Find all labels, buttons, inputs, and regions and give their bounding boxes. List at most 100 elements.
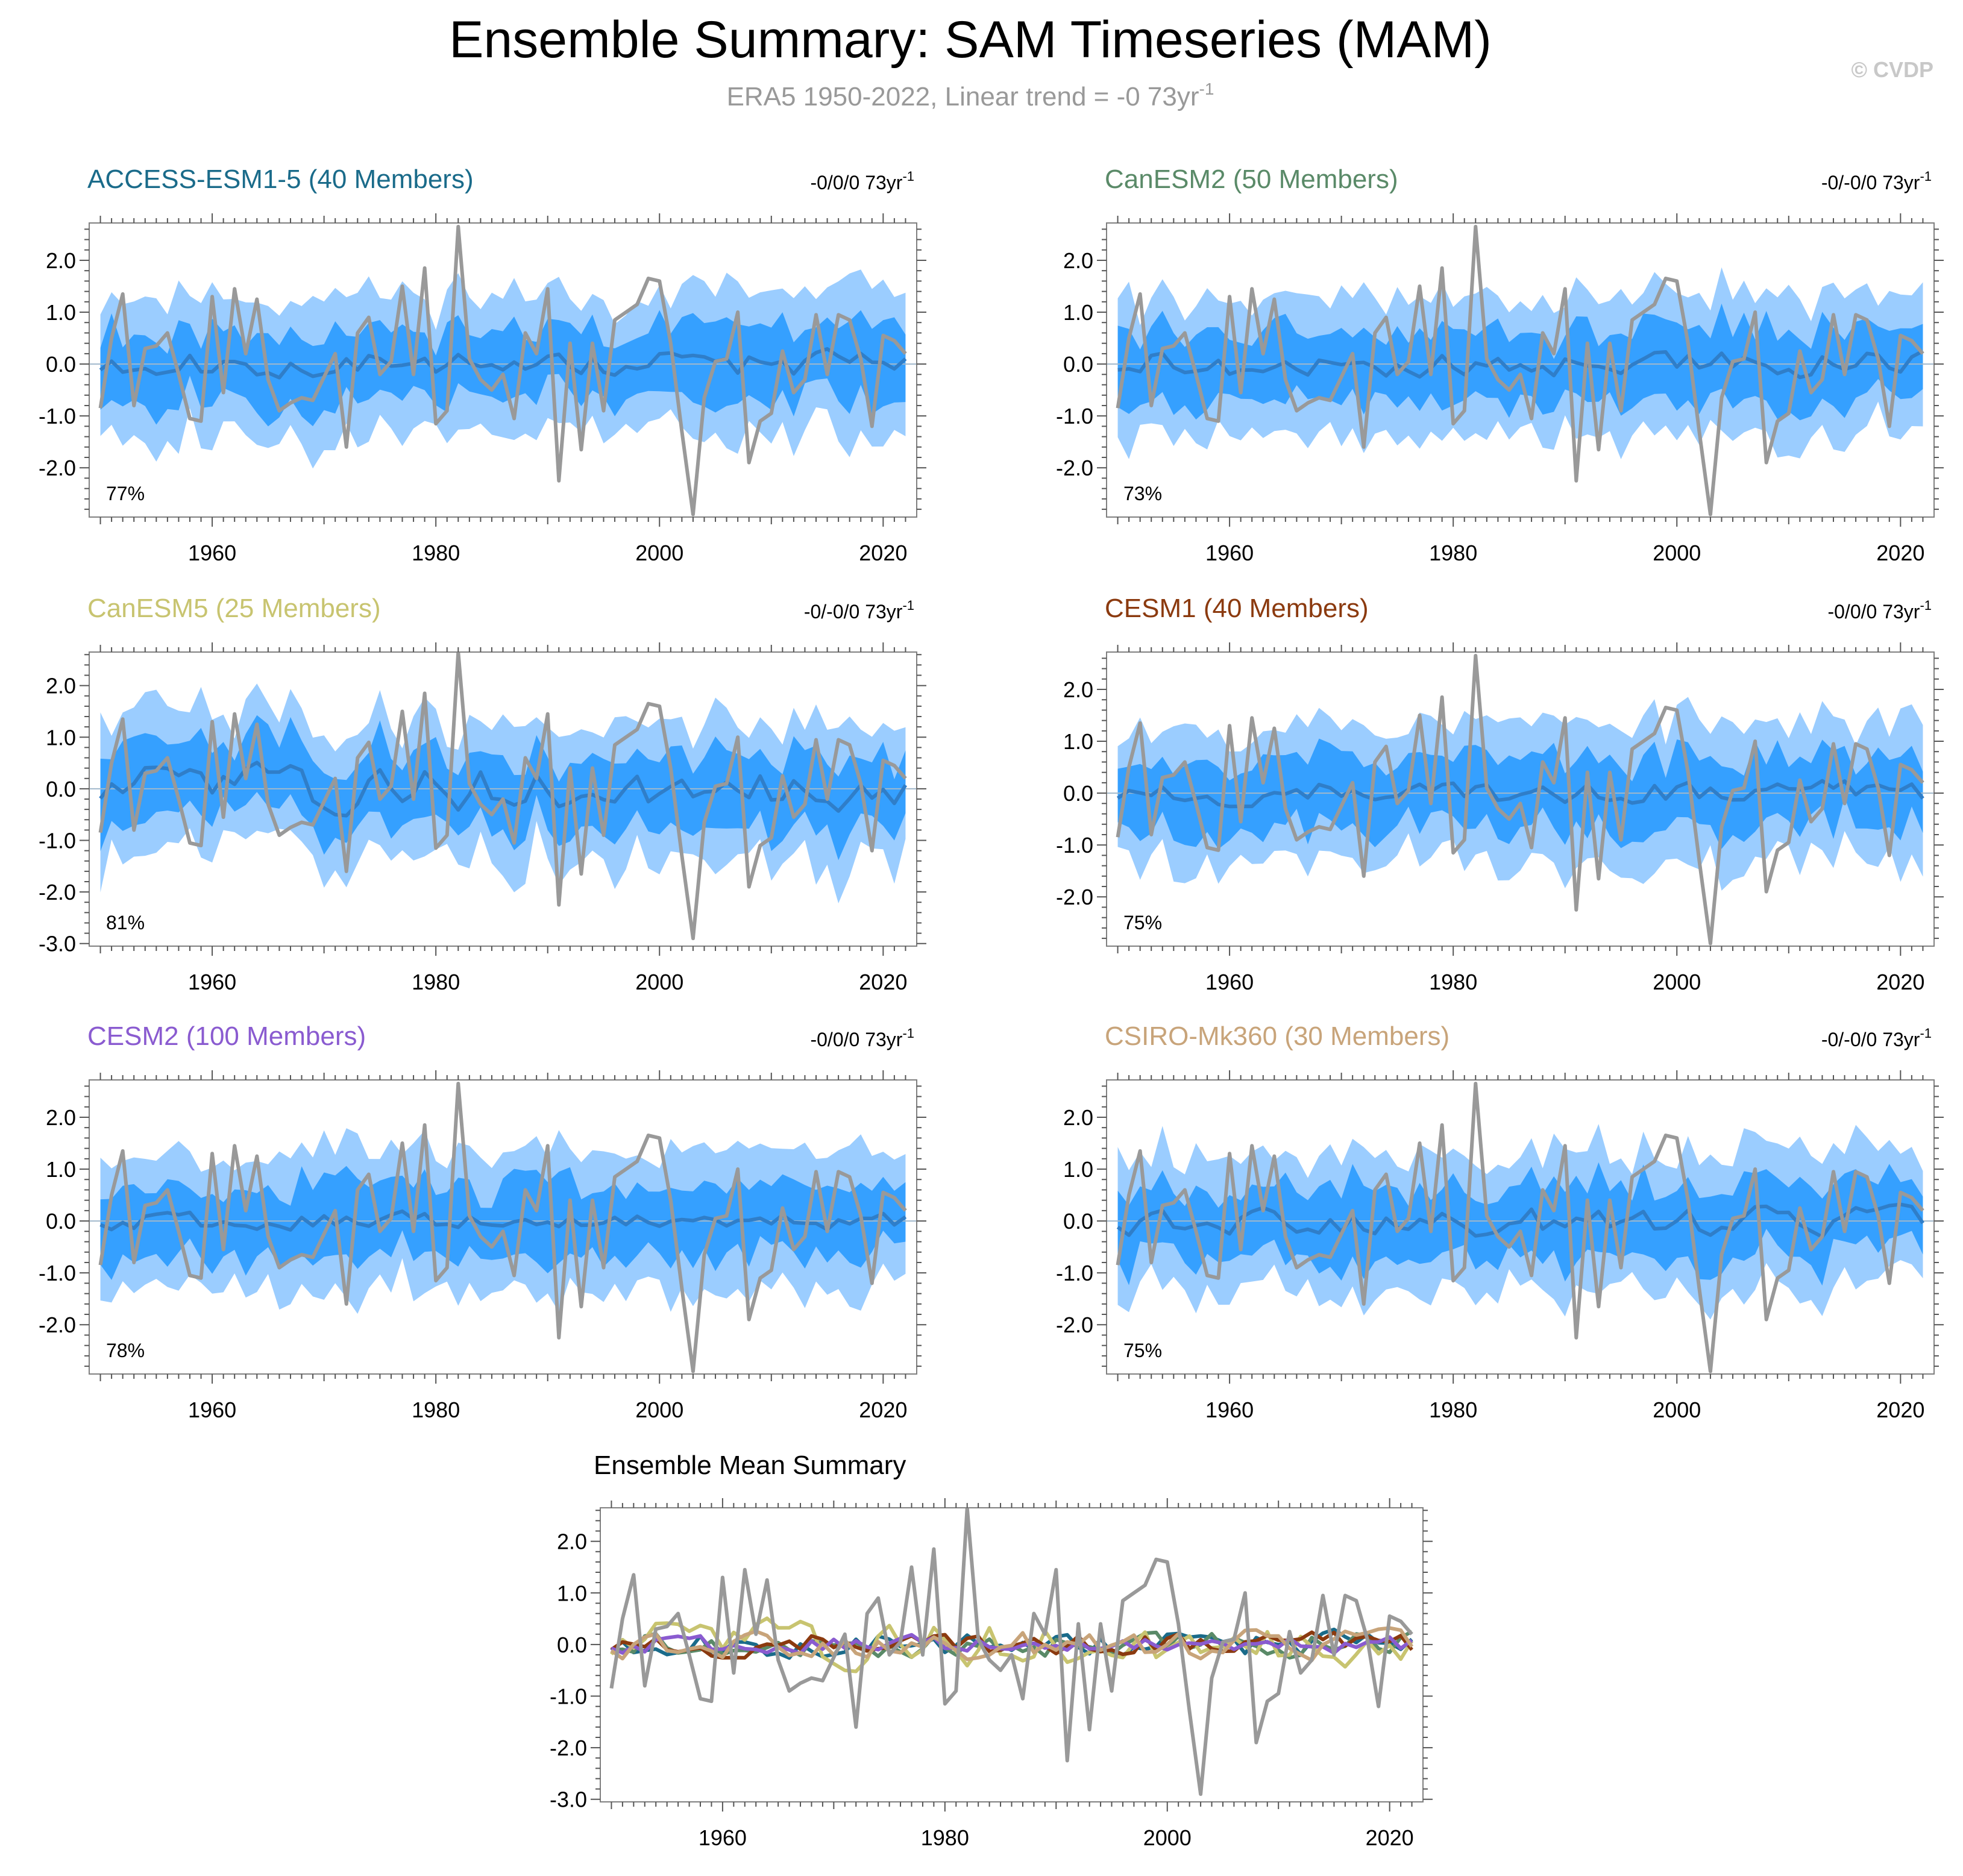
y-tick-label: 2.0 bbox=[1063, 677, 1093, 702]
panel-7: 1960 1980 2000 2020 2.0 1.0 0.0 -1.0 -2.0 -3.0 Ens… bbox=[550, 1451, 1433, 1850]
trend-label: -0/-0/0 73yr-1 bbox=[1821, 1026, 1932, 1050]
percent-label: 75% bbox=[1123, 1340, 1162, 1361]
x-tick-label: 1960 bbox=[699, 1825, 747, 1850]
observed-line bbox=[609, 1508, 1413, 1796]
y-tick-label: -2.0 bbox=[1056, 456, 1093, 480]
plot-area bbox=[609, 1508, 1414, 1796]
panel-1: 1960 1980 2000 2020 2.0 1.0 0.0 -1.0 -2.0 ACCESS-… bbox=[39, 165, 926, 565]
panel-3: 1960 1980 2000 2020 2.0 1.0 0.0 -1.0 -2.0 -3.0 Can… bbox=[39, 594, 926, 994]
plot-area bbox=[1107, 654, 1934, 946]
percent-label: 75% bbox=[1123, 912, 1162, 933]
x-tick-label: 2020 bbox=[1366, 1825, 1414, 1850]
x-tick-label: 2000 bbox=[1653, 1398, 1701, 1422]
trend-label: -0/0/0 73yr-1 bbox=[810, 169, 914, 193]
y-tick-label: 0.0 bbox=[46, 1209, 76, 1234]
y-tick-label: -2.0 bbox=[1056, 885, 1093, 909]
y-tick-label: 1.0 bbox=[1063, 729, 1093, 754]
y-tick-label: 2.0 bbox=[46, 674, 76, 698]
y-tick-label: 0.0 bbox=[46, 352, 76, 377]
trend-label: -0/0/0 73yr-1 bbox=[810, 1026, 914, 1050]
plot-area bbox=[89, 1082, 917, 1373]
percent-label: 77% bbox=[106, 483, 145, 504]
panel-title: CanESM2 (50 Members) bbox=[1105, 165, 1398, 194]
trend-text: -0/-0/0 73yr bbox=[1821, 1029, 1920, 1050]
panel-title: CSIRO-Mk360 (30 Members) bbox=[1105, 1021, 1449, 1051]
percent-label: 81% bbox=[106, 912, 145, 933]
subtitle-text: ERA5 1950-2022, Linear trend = -0 73yr bbox=[727, 82, 1199, 111]
y-tick-label: -1.0 bbox=[550, 1684, 587, 1708]
y-tick-label: -2.0 bbox=[550, 1736, 587, 1760]
panel-title: CESM2 (100 Members) bbox=[87, 1021, 366, 1051]
y-tick-label: 0.0 bbox=[1063, 1209, 1093, 1234]
y-tick-label: -3.0 bbox=[39, 932, 76, 956]
x-tick-label: 2020 bbox=[859, 1398, 907, 1422]
y-tick-label: 2.0 bbox=[557, 1529, 587, 1554]
trend-label: -0/-0/0 73yr-1 bbox=[804, 598, 914, 623]
observed-line bbox=[98, 1082, 907, 1373]
y-tick-label: 1.0 bbox=[46, 725, 76, 750]
panel-title: CESM1 (40 Members) bbox=[1105, 594, 1369, 623]
observed-line bbox=[1116, 1082, 1924, 1373]
percent-label: 73% bbox=[1123, 483, 1162, 504]
x-tick-label: 1980 bbox=[1429, 541, 1477, 565]
y-tick-label: -2.0 bbox=[39, 880, 76, 905]
x-tick-label: 1960 bbox=[1205, 541, 1254, 565]
x-tick-label: 2000 bbox=[1653, 970, 1701, 994]
y-tick-label: 0.0 bbox=[46, 777, 76, 802]
observed-line bbox=[98, 652, 907, 941]
y-tick-label: -1.0 bbox=[1056, 1261, 1093, 1285]
trend-text: -0/0/0 73yr bbox=[810, 1029, 902, 1050]
trend-text: -0/-0/0 73yr bbox=[1821, 172, 1920, 193]
x-tick-label: 1980 bbox=[1429, 1398, 1477, 1422]
y-tick-label: 0.0 bbox=[1063, 781, 1093, 806]
y-tick-label: -1.0 bbox=[1056, 404, 1093, 428]
y-tick-label: 2.0 bbox=[1063, 248, 1093, 273]
ensemble-mean-line bbox=[1117, 349, 1924, 380]
plot-area bbox=[89, 652, 917, 941]
trend-sup: -1 bbox=[902, 598, 914, 613]
x-tick-label: 2020 bbox=[859, 970, 907, 994]
y-tick-label: 2.0 bbox=[46, 1105, 76, 1130]
ensemble-mean-line bbox=[99, 1209, 907, 1232]
y-tick-label: 2.0 bbox=[1063, 1105, 1093, 1130]
model-mean-line-5 bbox=[611, 1633, 1413, 1655]
x-tick-label: 1980 bbox=[412, 541, 460, 565]
ensemble-mean-line bbox=[1116, 1202, 1924, 1239]
y-tick-label: 1.0 bbox=[46, 300, 76, 325]
panel-title: CanESM5 (25 Members) bbox=[87, 594, 381, 623]
y-tick-label: 0.0 bbox=[557, 1633, 587, 1657]
x-tick-label: 2000 bbox=[635, 1398, 683, 1422]
ensemble-mean-line bbox=[1116, 779, 1924, 809]
panel-4: 1960 1980 2000 2020 2.0 1.0 0.0 -1.0 -2.0 CESM1 (… bbox=[1056, 594, 1944, 994]
y-tick-label: -2.0 bbox=[39, 456, 76, 480]
panel-6: 1960 1980 2000 2020 2.0 1.0 0.0 -1.0 -2.0 CSIRO-M… bbox=[1056, 1021, 1944, 1422]
trend-label: -0/-0/0 73yr-1 bbox=[1821, 169, 1932, 193]
x-tick-label: 1980 bbox=[921, 1825, 969, 1850]
spread-inner-band bbox=[1117, 303, 1923, 421]
plot-area bbox=[89, 225, 917, 516]
panels: 1960 1980 2000 2020 2.0 1.0 0.0 -1.0 -2.0 ACCESS-… bbox=[39, 165, 1944, 1850]
trend-text: -0/-0/0 73yr bbox=[804, 601, 903, 623]
y-tick-label: -1.0 bbox=[39, 404, 76, 428]
y-tick-label: -2.0 bbox=[39, 1313, 76, 1337]
y-tick-label: -1.0 bbox=[39, 1261, 76, 1285]
x-tick-label: 2020 bbox=[1876, 541, 1924, 565]
subtitle-sup: -1 bbox=[1199, 80, 1214, 98]
trend-sup: -1 bbox=[1920, 1026, 1932, 1041]
x-tick-label: 2020 bbox=[859, 541, 907, 565]
y-tick-label: 1.0 bbox=[46, 1157, 76, 1182]
panel-title: Ensemble Mean Summary bbox=[594, 1451, 906, 1480]
percent-label: 78% bbox=[106, 1340, 145, 1361]
observed-line bbox=[1116, 225, 1924, 516]
panel-5: 1960 1980 2000 2020 2.0 1.0 0.0 -1.0 -2.0 CESM2 (… bbox=[39, 1021, 926, 1422]
plot-area bbox=[1107, 1082, 1934, 1373]
x-tick-label: 1980 bbox=[412, 970, 460, 994]
x-tick-label: 2000 bbox=[635, 970, 683, 994]
figure-subtitle: ERA5 1950-2022, Linear trend = -0 73yr-1 bbox=[727, 80, 1214, 111]
model-mean-line-6 bbox=[610, 1626, 1414, 1663]
observed-line bbox=[98, 225, 907, 516]
figure-title: Ensemble Summary: SAM Timeseries (MAM) bbox=[449, 11, 1492, 69]
y-tick-label: -3.0 bbox=[550, 1787, 587, 1812]
panel-2: 1960 1980 2000 2020 2.0 1.0 0.0 -1.0 -2.0 CanESM2… bbox=[1056, 165, 1944, 565]
